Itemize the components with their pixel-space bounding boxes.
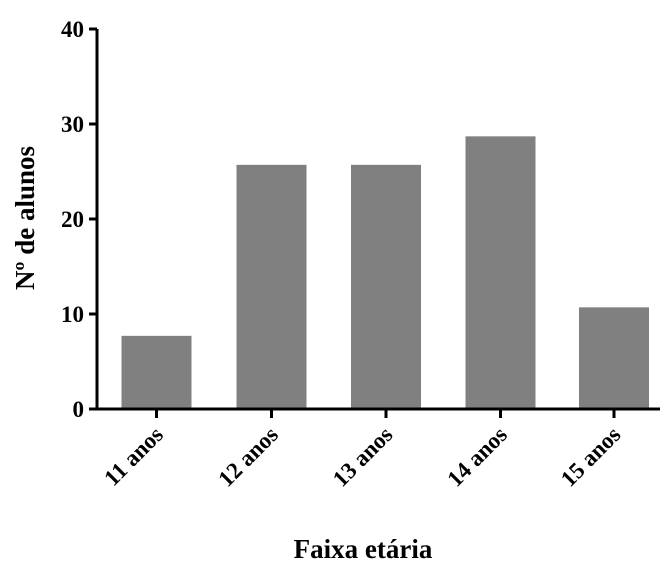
x-tick-label: 11 anos: [99, 422, 168, 491]
x-tick-label: 13 anos: [328, 422, 398, 492]
x-tick-label: 12 anos: [213, 422, 283, 492]
y-tick-label: 40: [61, 17, 84, 42]
x-tick-label: 14 anos: [442, 422, 512, 492]
y-tick-label: 30: [61, 112, 84, 137]
y-tick-label: 10: [61, 302, 84, 327]
x-axis-title: Faixa etária: [294, 534, 433, 564]
y-tick-label: 20: [61, 207, 84, 232]
bar-11-anos: [121, 335, 192, 409]
y-ticks-group: 0 10 20 30 40: [61, 17, 97, 422]
bars-group: [121, 136, 649, 409]
bar-12-anos: [236, 164, 307, 409]
bar-15-anos: [579, 307, 649, 409]
bar-14-anos: [465, 136, 536, 409]
x-ticks-group: 11 anos 12 anos 13 anos 14 anos 15 anos: [99, 409, 626, 492]
bar-13-anos: [351, 164, 421, 409]
y-axis-title: Nº de alunos: [10, 146, 40, 290]
y-tick-label: 0: [73, 397, 85, 422]
x-tick-label: 15 anos: [556, 422, 626, 492]
